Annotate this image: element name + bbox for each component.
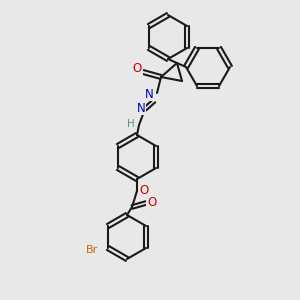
Text: O: O — [132, 62, 142, 76]
Text: H: H — [127, 119, 135, 129]
Text: O: O — [140, 184, 148, 197]
Text: O: O — [147, 196, 157, 209]
Text: H: H — [143, 89, 151, 99]
Text: N: N — [145, 88, 154, 100]
Text: Br: Br — [86, 245, 98, 255]
Text: N: N — [136, 101, 146, 115]
